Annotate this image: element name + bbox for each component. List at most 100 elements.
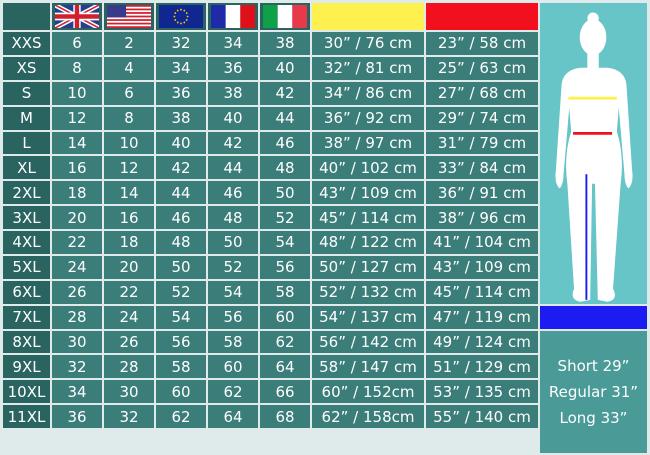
it-cell: 48 xyxy=(260,156,310,180)
size-label: 3XL xyxy=(3,206,50,230)
eu-cell: 58 xyxy=(156,355,206,379)
length-regular: Regular 31” xyxy=(548,382,639,401)
fr-cell: 48 xyxy=(208,206,258,230)
us-cell: 22 xyxy=(104,280,154,304)
hip-cell: 38” / 96 cm xyxy=(426,206,538,230)
size-label: 10XL xyxy=(3,380,50,404)
size-label: 7XL xyxy=(3,305,50,329)
length-long: Long 33” xyxy=(559,408,628,427)
eu-cell: 38 xyxy=(156,106,206,130)
size-label: XL xyxy=(3,156,50,180)
uk-cell: 30 xyxy=(52,330,102,354)
fr-cell: 50 xyxy=(208,231,258,254)
fr-cell: 40 xyxy=(208,106,258,130)
us-cell: 6 xyxy=(104,81,154,105)
size-label: XS xyxy=(3,56,50,80)
eu-cell: 60 xyxy=(156,380,206,404)
uk-cell: 22 xyxy=(52,231,102,254)
waist-cell: 48” / 122 cm xyxy=(312,231,424,254)
uk-cell: 6 xyxy=(52,32,102,55)
us-cell: 10 xyxy=(104,131,154,155)
uk-cell: 28 xyxy=(52,305,102,329)
uk-cell: 16 xyxy=(52,156,102,180)
it-cell: 50 xyxy=(260,181,310,205)
it-cell: 66 xyxy=(260,380,310,404)
body-silhouette-icon xyxy=(540,3,647,304)
eu-cell: 48 xyxy=(156,231,206,254)
waist-cell: 30” / 76 cm xyxy=(312,32,424,55)
header-corner xyxy=(3,3,50,30)
us-cell: 14 xyxy=(104,181,154,205)
uk-flag-icon xyxy=(52,3,102,30)
uk-cell: 34 xyxy=(52,380,102,404)
eu-cell: 52 xyxy=(156,280,206,304)
waist-cell: 43” / 109 cm xyxy=(312,181,424,205)
us-cell: 12 xyxy=(104,156,154,180)
eu-cell: 54 xyxy=(156,305,206,329)
waist-cell: 52” / 132 cm xyxy=(312,280,424,304)
uk-cell: 10 xyxy=(52,81,102,105)
waist-color-header xyxy=(312,3,424,30)
us-cell: 18 xyxy=(104,231,154,254)
hip-cell: 31” / 79 cm xyxy=(426,131,538,155)
length-short: Short 29” xyxy=(557,356,630,375)
italy-flag-icon xyxy=(260,3,310,30)
size-label: 11XL xyxy=(3,405,50,429)
it-cell: 38 xyxy=(260,32,310,55)
size-label: 6XL xyxy=(3,280,50,304)
size-label: 9XL xyxy=(3,355,50,379)
uk-cell: 26 xyxy=(52,280,102,304)
eu-flag-icon xyxy=(156,3,206,30)
size-label: 4XL xyxy=(3,231,50,254)
eu-cell: 34 xyxy=(156,56,206,80)
it-cell: 56 xyxy=(260,255,310,279)
size-label: 5XL xyxy=(3,255,50,279)
size-label: M xyxy=(3,106,50,130)
fr-cell: 36 xyxy=(208,56,258,80)
waist-cell: 50” / 127 cm xyxy=(312,255,424,279)
uk-cell: 36 xyxy=(52,405,102,429)
us-cell: 32 xyxy=(104,405,154,429)
inseam-color-bar xyxy=(540,305,647,329)
fr-cell: 52 xyxy=(208,255,258,279)
eu-cell: 42 xyxy=(156,156,206,180)
it-cell: 46 xyxy=(260,131,310,155)
eu-cell: 44 xyxy=(156,181,206,205)
hip-cell: 23” / 58 cm xyxy=(426,32,538,55)
inseam-lengths: Short 29” Regular 31” Long 33” xyxy=(540,330,647,453)
fr-cell: 44 xyxy=(208,156,258,180)
size-label: 2XL xyxy=(3,181,50,205)
fr-cell: 62 xyxy=(208,380,258,404)
it-cell: 40 xyxy=(260,56,310,80)
waist-cell: 56” / 142 cm xyxy=(312,330,424,354)
waist-cell: 45” / 114 cm xyxy=(312,206,424,230)
it-cell: 68 xyxy=(260,405,310,429)
us-cell: 4 xyxy=(104,56,154,80)
waist-cell: 62” / 158cm xyxy=(312,405,424,429)
uk-cell: 8 xyxy=(52,56,102,80)
waist-cell: 38” / 97 cm xyxy=(312,131,424,155)
it-cell: 54 xyxy=(260,231,310,254)
hip-cell: 53” / 135 cm xyxy=(426,380,538,404)
hip-cell: 41” / 104 cm xyxy=(426,231,538,254)
uk-cell: 12 xyxy=(52,106,102,130)
hip-color-header xyxy=(426,3,538,30)
hip-cell: 27” / 68 cm xyxy=(426,81,538,105)
uk-cell: 24 xyxy=(52,255,102,279)
waist-cell: 60” / 152cm xyxy=(312,380,424,404)
size-label: L xyxy=(3,131,50,155)
size-label: XXS xyxy=(3,32,50,55)
size-chart: Short 29” Regular 31” Long 33” XXS 6 2 32 34… xyxy=(3,3,647,453)
us-cell: 8 xyxy=(104,106,154,130)
hip-cell: 55” / 140 cm xyxy=(426,405,538,429)
fr-cell: 58 xyxy=(208,330,258,354)
waist-cell: 58” / 147 cm xyxy=(312,355,424,379)
size-label: 8XL xyxy=(3,330,50,354)
us-cell: 2 xyxy=(104,32,154,55)
hip-cell: 49” / 124 cm xyxy=(426,330,538,354)
eu-cell: 50 xyxy=(156,255,206,279)
it-cell: 44 xyxy=(260,106,310,130)
size-label: S xyxy=(3,81,50,105)
eu-cell: 32 xyxy=(156,32,206,55)
eu-cell: 46 xyxy=(156,206,206,230)
